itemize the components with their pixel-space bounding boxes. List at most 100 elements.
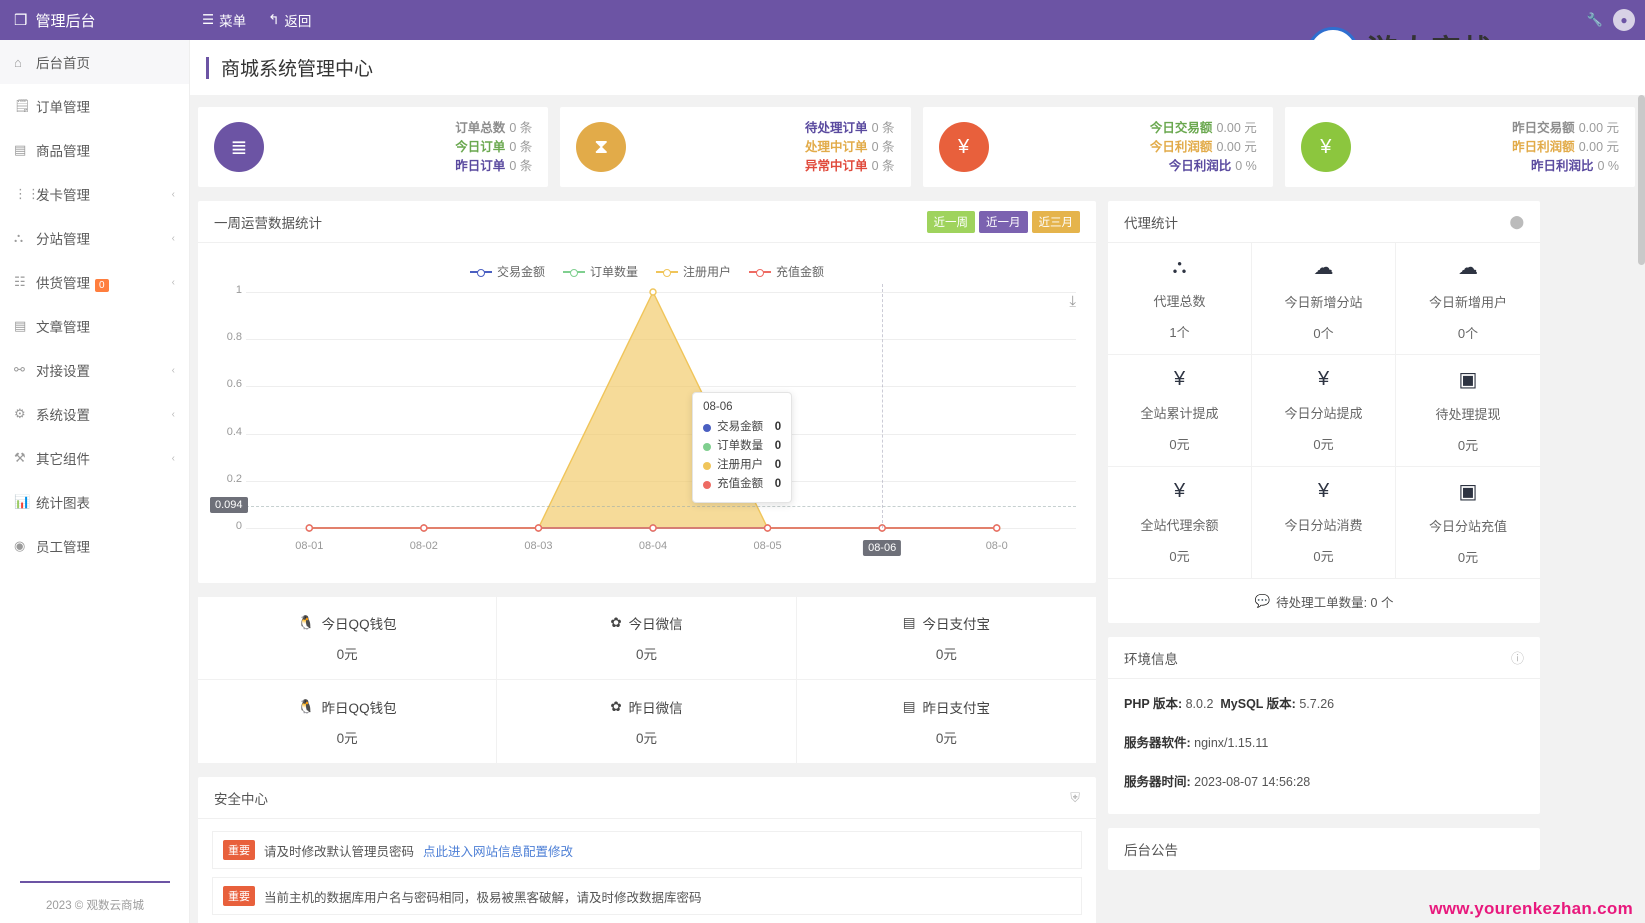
- sidebar-footer-divider: [20, 881, 170, 883]
- nav-menu-button[interactable]: ☰ 菜单: [202, 10, 246, 30]
- sidebar-item-8[interactable]: ⚙ 系统设置 ‹: [0, 392, 189, 436]
- security-text: 请及时修改默认管理员密码: [264, 844, 415, 859]
- payment-cell-label: 今日支付宝: [922, 617, 990, 632]
- x-axis-tick: 08-01: [295, 540, 324, 552]
- notice-panel-title: 后台公告: [1124, 843, 1178, 858]
- payment-cell-title: 🐧 昨日QQ钱包: [298, 697, 397, 717]
- brand[interactable]: ❒ 管理后台: [0, 10, 190, 31]
- agent-cell-value: 1个: [1169, 325, 1190, 340]
- legend-item-3[interactable]: 充值金额: [749, 263, 824, 280]
- security-panel-header: 安全中心 ⛨: [198, 777, 1096, 819]
- stat-value: 0.00 元: [1578, 139, 1619, 154]
- sidebar-item-10[interactable]: 📊 统计图表: [0, 480, 189, 524]
- sidebar-item-9[interactable]: ⚒ 其它组件 ‹: [0, 436, 189, 480]
- page-title-accent: [206, 56, 209, 79]
- goods-icon: ▤: [14, 142, 27, 157]
- stat-value: 0 条: [509, 139, 533, 154]
- chart-axis-pointer-vertical: [882, 284, 884, 528]
- agent-cell-4: ¥ 今日分站提成 0元: [1252, 355, 1396, 467]
- sidebar-item-label: 后台首页: [36, 56, 90, 71]
- stat-lines: 待处理订单 0 条处理中订单 0 条异常中订单 0 条: [805, 119, 894, 176]
- sidebar-item-5[interactable]: ☷ 供货管理 0 ‹: [0, 260, 189, 304]
- stat-lines: 订单总数 0 条今日订单 0 条昨日订单 0 条: [455, 119, 532, 176]
- chart-plot[interactable]: 0 0.2 0.4 0.6 0.8 1 08-01 08-02 08-03 08-04 08-05 0…: [210, 284, 1084, 564]
- top-right-tools: 🔧 ●: [1587, 9, 1645, 31]
- payment-cell-label: 今日QQ钱包: [321, 617, 397, 632]
- page-title: 商城系统管理中心: [221, 59, 374, 80]
- sidebar-item-badge: 0: [95, 279, 109, 292]
- payment-cell-title: ✿ 昨日微信: [610, 697, 682, 717]
- stat-line: 昨日利润比 0 %: [1512, 157, 1619, 176]
- user-icon: ◉: [14, 538, 26, 553]
- download-icon[interactable]: ⤓: [1069, 293, 1076, 310]
- tooltip-series-name: 交易金额: [717, 421, 764, 433]
- avatar[interactable]: ●: [1613, 9, 1635, 31]
- legend-marker: [469, 267, 492, 277]
- payment-cell-1: ✿ 今日微信 0元: [497, 597, 797, 680]
- legend-item-0[interactable]: 交易金额: [469, 263, 545, 280]
- alipay-icon: ▤: [902, 698, 916, 714]
- sidebar-item-3[interactable]: ⋮⋮⋮ 发卡管理 ‹: [0, 172, 189, 216]
- agent-cell-label: 今日新增分站: [1284, 295, 1363, 310]
- sidebar-item-label: 其它组件: [36, 452, 90, 467]
- env-key: 服务器软件:: [1124, 736, 1191, 750]
- sidebar-item-1[interactable]: 🗒 订单管理: [0, 84, 189, 128]
- sidebar-item-label: 员工管理: [36, 540, 90, 555]
- legend-item-1[interactable]: 订单数量: [562, 263, 638, 280]
- sidebar-item-0[interactable]: ⌂ 后台首页: [0, 40, 189, 84]
- agent-cell-label: 代理总数: [1153, 294, 1206, 309]
- chart-range-button-1[interactable]: 近一月: [979, 210, 1028, 233]
- legend-item-2[interactable]: 注册用户: [656, 263, 731, 280]
- payment-cell-value: 0元: [935, 647, 957, 662]
- yen-icon: ¥: [1317, 480, 1330, 502]
- security-link[interactable]: 点此进入网站信息配置修改: [423, 844, 574, 859]
- stat-card-row: ≣ 订单总数 0 条今日订单 0 条昨日订单 0 条 ⧗ 待处理订单 0 条处理中订单 0 条异…: [198, 107, 1635, 187]
- payment-cell-3: 🐧 昨日QQ钱包 0元: [198, 680, 498, 763]
- tooltip-row: 交易金额 0: [703, 418, 781, 437]
- agent-cell-0: ⛬ 代理总数 1个: [1108, 243, 1252, 355]
- card-grid-icon: ⋮⋮⋮: [14, 186, 53, 201]
- env-key: PHP 版本:: [1124, 697, 1183, 711]
- scrollbar-thumb[interactable]: [1638, 95, 1645, 265]
- stat-key: 今日利润比: [1168, 158, 1232, 173]
- agent-cell-8: ▣ 今日分站充值 0元: [1396, 467, 1540, 579]
- sidebar-item-label: 订单管理: [36, 100, 90, 115]
- stat-value: 0.00 元: [1578, 120, 1619, 135]
- agent-cell-7: ¥ 今日分站消费 0元: [1252, 467, 1396, 579]
- shield-icon[interactable]: ⛨: [1070, 789, 1080, 805]
- notice-panel: 后台公告: [1108, 828, 1540, 870]
- tooltip-row: 充值金额 0: [703, 475, 781, 494]
- agent-cell-5: ▣ 待处理提现 0元: [1396, 355, 1540, 467]
- stat-line: 今日利润比 0 %: [1150, 157, 1257, 176]
- chart-range-button-0[interactable]: 近一周: [926, 210, 975, 233]
- agent-cell-value: 0元: [1457, 550, 1479, 565]
- payment-cell-label: 昨日支付宝: [922, 700, 990, 716]
- agent-cell-6: ¥ 全站代理余额 0元: [1108, 467, 1252, 579]
- agent-panel-title: 代理统计: [1124, 215, 1178, 231]
- legend-marker: [656, 267, 678, 277]
- stat-line: 昨日订单 0 条: [455, 157, 532, 176]
- info-icon[interactable]: ⓘ: [1510, 651, 1524, 666]
- payment-cell-title: ▤ 今日支付宝: [903, 613, 990, 633]
- nav-back-button[interactable]: ↰ 返回: [268, 10, 311, 30]
- agent-cell-value: 0个: [1313, 326, 1334, 341]
- sidebar-item-4[interactable]: ⛬ 分站管理 ‹: [0, 216, 189, 260]
- stat-line: 待处理订单 0 条: [805, 119, 894, 138]
- security-panel: 安全中心 ⛨ 重要 请及时修改默认管理员密码 点此进入网站信息配置修改 重要 当前主机的…: [198, 777, 1096, 923]
- sidebar-item-11[interactable]: ◉ 员工管理: [0, 524, 189, 568]
- env-panel-title: 环境信息: [1124, 651, 1178, 667]
- agent-cell-label: 今日分站提成: [1284, 406, 1363, 421]
- circle-icon[interactable]: ⬤: [1509, 213, 1524, 229]
- stat-line: 今日利润额 0.00 元: [1150, 138, 1257, 157]
- wechat-icon: ✿: [610, 698, 622, 714]
- agent-panel-header: 代理统计 ⬤: [1108, 201, 1540, 243]
- chart-range-button-2[interactable]: 近三月: [1031, 210, 1080, 233]
- wrench-icon[interactable]: 🔧: [1586, 12, 1603, 27]
- sidebar-item-6[interactable]: ▤ 文章管理: [0, 304, 189, 348]
- sidebar-item-2[interactable]: ▤ 商品管理: [0, 128, 189, 172]
- chevron-left-icon: ‹: [171, 452, 175, 464]
- sidebar-item-7[interactable]: ⚯ 对接设置 ‹: [0, 348, 189, 392]
- agent-cell-value: 0个: [1457, 326, 1479, 341]
- tooltip-date: 08-06: [703, 401, 733, 413]
